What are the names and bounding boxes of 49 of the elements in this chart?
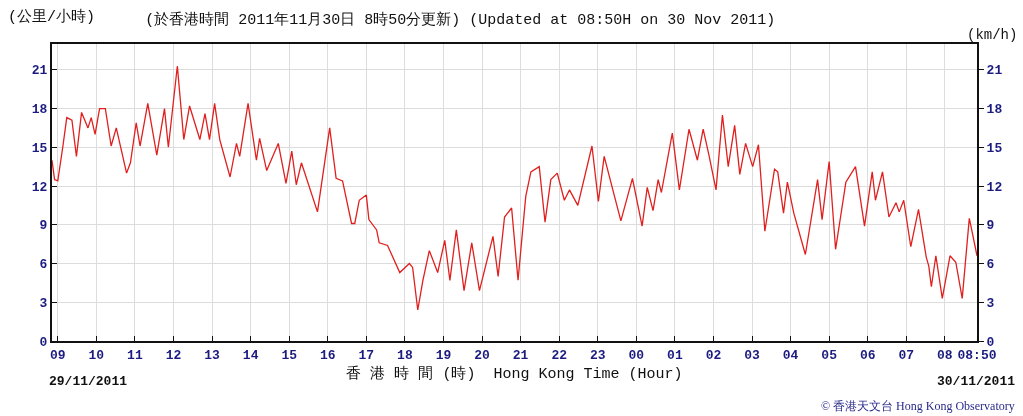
y-tick-label: 21	[31, 63, 48, 79]
y2-tick-label: 9	[986, 218, 995, 234]
x-tick-label: 08:50	[957, 347, 997, 363]
x-tick-label: 22	[551, 347, 568, 363]
y-axis-title: (公里/小時)	[8, 8, 96, 26]
x-tick-label: 04	[782, 347, 799, 363]
y2-tick-label: 12	[986, 179, 1003, 195]
x-tick-label: 00	[628, 347, 645, 363]
x-axis-title: 香 港 時 間 (時) Hong Kong Time (Hour)	[346, 365, 683, 384]
x-tick-label: 07	[898, 347, 915, 363]
y2-tick-label: 15	[986, 140, 1003, 156]
x-tick-label: 23	[589, 347, 606, 363]
x-tick-label: 18	[397, 347, 413, 363]
x-tick-label: 08	[937, 347, 953, 363]
y2-tick-label: 18	[986, 102, 1003, 118]
y-tick-label: 0	[39, 334, 48, 350]
x-tick-label: 19	[435, 347, 452, 363]
chart-title: (於香港時間 2011年11月30日 8時50分更新) (Updated at 08:50H on 30 Nov 2011)	[145, 10, 776, 29]
text: 30/11/2011	[937, 374, 1016, 389]
x-tick-label: 03	[744, 347, 761, 363]
x-tick-label: 13	[204, 347, 221, 363]
x-tick-label: 12	[165, 347, 182, 363]
x-tick-label: 20	[474, 347, 491, 363]
y2-axis-title: (km/h)	[967, 27, 1018, 43]
x-tick-label: 10	[88, 347, 105, 363]
x-tick-label: 05	[821, 347, 838, 363]
y2-tick-label: 21	[986, 63, 1003, 79]
x-tick-label: 14	[242, 347, 259, 363]
y-tick-label: 12	[31, 179, 48, 195]
x-tick-label: 01	[667, 347, 683, 363]
x-tick-label: 11	[127, 347, 143, 363]
x-tick-label: 15	[281, 347, 298, 363]
text: © 香港天文台 Hong Kong Observatory	[821, 399, 1015, 413]
x-tick-label: 06	[859, 347, 876, 363]
text: 29/11/2011	[49, 374, 128, 389]
y2-tick-label: 6	[986, 257, 995, 273]
y2-tick-label: 0	[986, 334, 995, 350]
x-tick-label: 17	[358, 347, 375, 363]
y-tick-label: 18	[31, 102, 48, 118]
x-tick-label: 16	[319, 347, 336, 363]
y-tick-label: 15	[31, 140, 48, 156]
y-tick-label: 9	[39, 218, 48, 234]
line-series	[52, 65, 977, 311]
y2-tick-label: 3	[986, 295, 995, 311]
x-tick-label: 09	[49, 347, 66, 363]
x-tick-label: 02	[705, 347, 722, 363]
y-tick-label: 6	[39, 257, 48, 273]
x-tick-label: 21	[512, 347, 529, 363]
y-tick-label: 3	[39, 295, 48, 311]
